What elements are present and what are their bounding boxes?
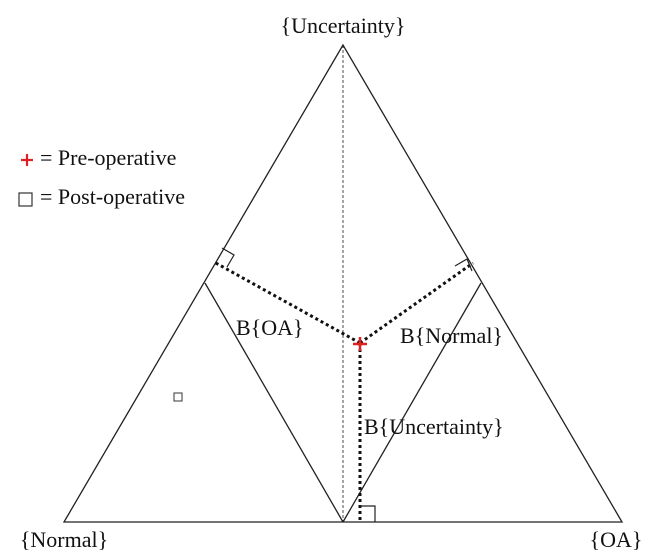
region-label: B{Uncertainty}	[364, 414, 504, 439]
legend-label: = Post-operative	[40, 184, 185, 209]
right-angle-left	[221, 247, 235, 268]
perp-left	[213, 260, 361, 345]
vertex-label: {OA}	[590, 527, 643, 552]
vertex-label: {Uncertainty}	[281, 13, 406, 38]
region-label: B{OA}	[236, 315, 304, 340]
left-inner-line	[204, 282, 344, 523]
perp-right	[359, 261, 474, 345]
right-angle-bottom	[360, 505, 376, 522]
region-label: B{Normal}	[400, 323, 503, 348]
pre-operative-point	[353, 337, 367, 351]
perpendiculars	[213, 260, 474, 522]
legend-label: = Pre-operative	[40, 145, 176, 170]
right-angle-marks	[221, 247, 473, 522]
right-angle-right	[454, 258, 473, 272]
vertex-label: {Normal}	[20, 527, 108, 552]
post-operative-point	[173, 392, 183, 402]
legend-symbol	[18, 192, 33, 207]
triangle	[62, 43, 624, 523]
legend-symbol	[21, 154, 33, 166]
right-inner-line	[342, 282, 482, 523]
